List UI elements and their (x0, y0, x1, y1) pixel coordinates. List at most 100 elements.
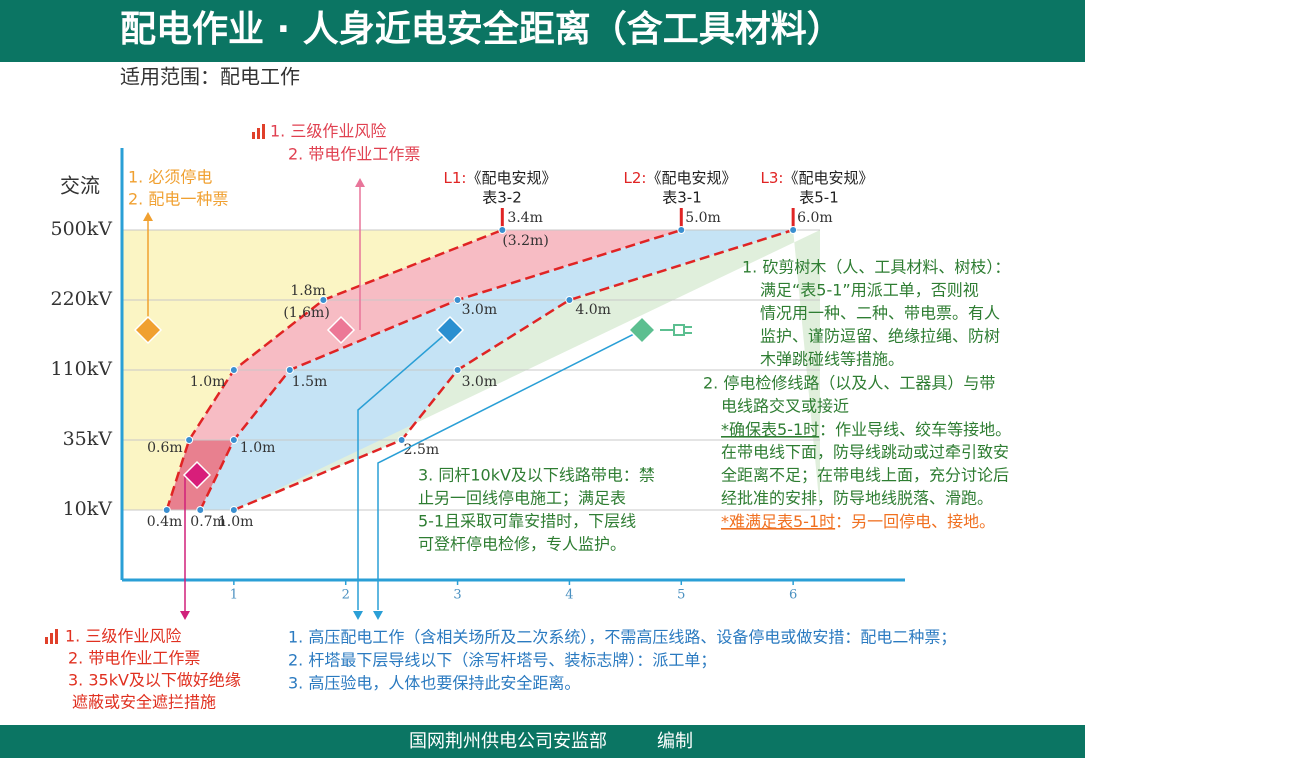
arrow-line (377, 329, 643, 610)
note: 1. 三级作业风险 (65, 627, 181, 646)
arrow-line (357, 329, 451, 610)
risk-icon (50, 633, 53, 644)
note: 2. 停电检修线路（以及人、工器具）与带 (703, 374, 995, 393)
diamond (435, 315, 465, 345)
legend-name: L2:《配电安规》 (624, 169, 737, 187)
risk-icon (252, 132, 255, 139)
legend-code: L2: (624, 169, 647, 187)
note: 电线路交叉或接近 (721, 397, 849, 416)
note-text: ：另一回停电、接地。 (835, 512, 995, 531)
arrow-head (373, 611, 383, 620)
value-label: 6.0m (797, 210, 833, 226)
note: 经批准的安排，防导地线脱落、滑跑。 (721, 489, 993, 508)
legend-source: 《配电安规》 (646, 169, 736, 187)
note: 2. 带电作业工作票 (68, 649, 200, 668)
point (229, 366, 238, 374)
point (677, 226, 686, 234)
x-tick-label: 3 (453, 588, 461, 603)
legend-code: L3: (761, 169, 784, 187)
note: 3. 同杆10kV及以下线路带电：禁 (418, 466, 655, 485)
alt-label: (1.6m) (283, 305, 329, 321)
note: 1. 必须停电 (128, 168, 212, 187)
note: *难满足表5-1时：另一回停电、接地。 (721, 512, 995, 531)
risk-icon (262, 124, 265, 139)
y-tick-label: 110kV (51, 358, 113, 380)
point (789, 226, 798, 234)
arrow-head (180, 611, 190, 620)
point (196, 506, 205, 514)
legend-table: 表5-1 (799, 189, 839, 207)
legend-name: L3:《配电安规》 (761, 169, 874, 187)
x-tick-label: 5 (677, 588, 685, 603)
value-label: 1.0m (240, 440, 276, 456)
value-label: 3.4m (507, 210, 543, 226)
note: 遮蔽或安全遮拦措施 (72, 693, 216, 712)
note: 木弹跳碰线等措施。 (760, 350, 904, 369)
legend-source: 《配电安规》 (783, 169, 873, 187)
point (229, 436, 238, 444)
note: 可登杆停电检修，专人监护。 (418, 535, 626, 554)
note: 1. 高压配电工作（含相关场所及二次系统），不需高压线路、设备停电或做安措：配电… (288, 628, 956, 647)
point (185, 436, 194, 444)
value-label: 0.6m (147, 440, 183, 456)
diamond (182, 460, 212, 490)
value-label: 0.7m (190, 514, 226, 530)
title: 配电作业 · 人身近电安全距离（含工具材料） (120, 8, 843, 50)
point (453, 366, 462, 374)
diamond (133, 315, 163, 345)
value-label: 2.5m (404, 442, 440, 458)
value-label: 1.5m (292, 374, 328, 390)
diamond (627, 315, 657, 345)
legend-name: L1:《配电安规》 (444, 169, 557, 187)
value-label: 1.8m (290, 283, 326, 299)
x-tick-label: 2 (342, 588, 350, 603)
point (285, 366, 294, 374)
note: 1. 三级作业风险 (270, 122, 386, 141)
note: 监护、谨防逗留、绝缘拉绳、防树 (760, 327, 1000, 346)
x-tick-label: 6 (789, 588, 797, 603)
x-tick-label: 1 (230, 588, 238, 603)
note: 在带电线下面，防导线跳动或过牵引致安 (721, 443, 1009, 462)
value-label: 0.4m (147, 514, 183, 530)
note: 满足“表5-1”用派工单，否则视 (760, 281, 979, 300)
point (229, 506, 238, 514)
scope: 适用范围：配电工作 (120, 65, 300, 89)
value-label: 1.0m (218, 514, 254, 530)
point (319, 296, 328, 304)
risk-icon (45, 637, 48, 644)
y-tick-label: 220kV (51, 288, 113, 310)
arrow-head (143, 212, 153, 221)
value-label: 1.0m (190, 374, 226, 390)
risk-icon (257, 128, 260, 139)
point (397, 436, 406, 444)
legend-source: 《配电安规》 (466, 169, 556, 187)
risk-icon (55, 629, 58, 644)
diamond (326, 315, 356, 345)
note-emphasis: *确保表5-1时 (721, 420, 819, 439)
legend-table: 表3-1 (662, 189, 702, 207)
note: *确保表5-1时：作业导线、绞车等接地。 (721, 420, 1011, 439)
y-tick-label: 500kV (51, 218, 113, 240)
note: 2. 杆塔最下层导线以下（涂写杆塔号、装标志牌）：派工单； (288, 651, 716, 670)
note: 2. 带电作业工作票 (288, 145, 420, 164)
note-emphasis: *难满足表5-1时 (721, 512, 835, 531)
alt-label: (3.2m) (502, 233, 548, 249)
arrow-head (353, 611, 363, 620)
note: 5-1且采取可靠安措时，下层线 (418, 512, 636, 531)
note-text: ：作业导线、绞车等接地。 (819, 420, 1011, 439)
value-label: 3.0m (462, 302, 498, 318)
point (498, 226, 507, 234)
note: 3. 高压验电，人体也要保持此安全距离。 (288, 674, 580, 693)
note: 情况用一种、二种、带电票。有人 (760, 304, 1000, 323)
x-tick-label: 4 (565, 588, 573, 603)
y-tick-label: 10kV (63, 498, 113, 520)
arrow-head (355, 178, 365, 187)
footer-org: 国网荆州供电公司安监部 (409, 731, 607, 752)
note: 止另一回线停电施工；满足表 (418, 489, 626, 508)
point (453, 296, 462, 304)
note: 1. 砍剪树木（人、工具材料、树枝）： (742, 258, 1010, 277)
note: 3. 35kV及以下做好绝缘 (68, 671, 241, 690)
value-label: 3.0m (462, 374, 498, 390)
